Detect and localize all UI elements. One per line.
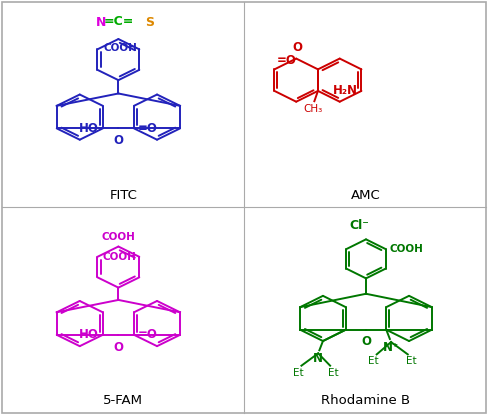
Text: =O: =O (277, 54, 297, 67)
Text: COOH: COOH (103, 43, 138, 53)
Text: =O: =O (138, 122, 158, 135)
Text: =O: =O (138, 328, 158, 342)
Text: Et: Et (368, 356, 378, 366)
Text: O: O (113, 134, 123, 147)
Text: N: N (313, 352, 323, 365)
Text: N⁺: N⁺ (383, 341, 399, 354)
Text: O: O (361, 335, 371, 349)
Text: Rhodamine B: Rhodamine B (322, 394, 410, 407)
Text: Et: Et (406, 356, 417, 366)
Text: Cl⁻: Cl⁻ (349, 219, 369, 232)
Text: O: O (113, 341, 123, 354)
Text: HO: HO (79, 328, 99, 342)
Text: O: O (292, 42, 303, 54)
Text: 5-FAM: 5-FAM (103, 394, 143, 407)
Text: H₂N: H₂N (333, 84, 358, 98)
Text: COOH: COOH (102, 232, 135, 242)
Text: AMC: AMC (351, 189, 381, 202)
Text: S: S (145, 16, 154, 29)
Text: HO: HO (79, 122, 99, 135)
Text: Et: Et (292, 368, 303, 378)
Text: =C=: =C= (103, 15, 134, 28)
Text: Et: Et (328, 368, 339, 378)
Text: COOH: COOH (102, 252, 136, 262)
Text: COOH: COOH (389, 244, 423, 254)
Text: FITC: FITC (109, 189, 137, 202)
Text: CH₃: CH₃ (304, 104, 323, 114)
Text: N: N (96, 16, 106, 29)
